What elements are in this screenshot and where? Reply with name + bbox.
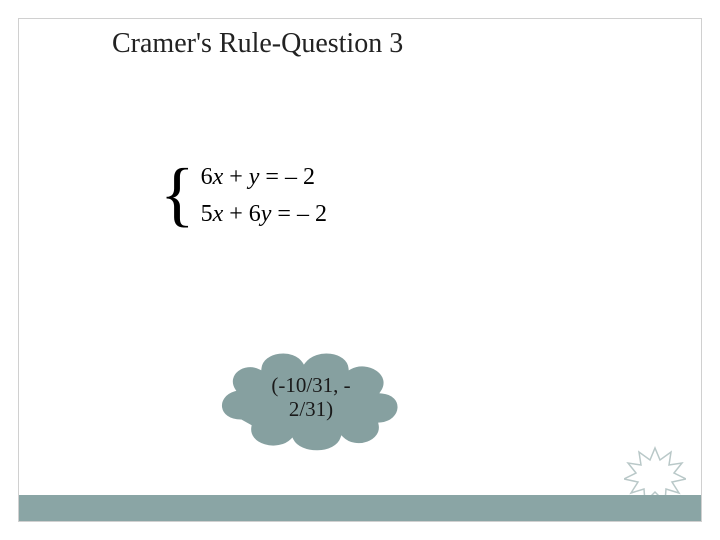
eq2-op: +	[223, 201, 249, 227]
brace-icon: {	[160, 158, 195, 230]
answer-line1: (-10/31, -	[271, 373, 350, 397]
equation-1: 6x + y = – 2	[201, 164, 327, 191]
eq1-coeff-a: 6	[201, 164, 213, 190]
eq1-eq: =	[259, 164, 285, 190]
slide-title: Cramer's Rule-Question 3	[112, 28, 403, 60]
answer-text: (-10/31, - 2/31)	[271, 373, 350, 421]
eq2-var-a: x	[213, 201, 224, 227]
eq1-var-a: x	[213, 164, 224, 190]
starburst-icon	[624, 446, 686, 502]
eq2-var-b: y	[261, 201, 272, 227]
equation-2: 5x + 6y = – 2	[201, 201, 327, 228]
eq1-rhs: – 2	[285, 164, 315, 190]
eq2-coeff-b: 6	[249, 201, 261, 227]
eq2-coeff-a: 5	[201, 201, 213, 227]
eq1-var-b: y	[249, 164, 260, 190]
answer-line2: 2/31)	[289, 397, 333, 421]
equation-system: { 6x + y = – 2 5x + 6y = – 2	[160, 160, 327, 232]
answer-cloud: (-10/31, - 2/31)	[196, 326, 426, 466]
eq2-eq: =	[271, 201, 297, 227]
equation-lines: 6x + y = – 2 5x + 6y = – 2	[201, 164, 327, 228]
eq1-op: +	[223, 164, 249, 190]
eq2-rhs: – 2	[297, 201, 327, 227]
bottom-accent-bar	[19, 495, 701, 521]
starburst-decoration	[624, 446, 686, 502]
